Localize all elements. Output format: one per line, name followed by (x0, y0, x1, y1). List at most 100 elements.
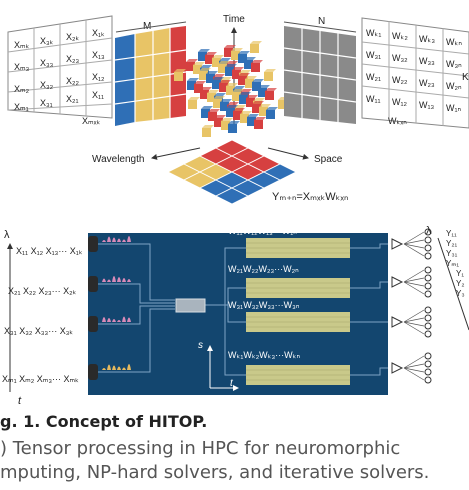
cube-cell-top (228, 121, 240, 124)
output-node (424, 314, 432, 322)
w-cell: Wₖₙ (446, 37, 462, 47)
w-cell: W₂ₙ (446, 81, 462, 91)
output-link (403, 243, 425, 249)
svg-text:Y₃: Y₃ (456, 289, 465, 298)
weight-modulators (246, 238, 350, 385)
spectral-pulse (117, 320, 121, 322)
output-link (403, 231, 425, 245)
cube-cell-top (224, 45, 236, 48)
output-link (403, 367, 425, 381)
w-cell: W₂₁ (366, 72, 381, 82)
cube-cell (212, 80, 221, 89)
spectral-pulse (102, 317, 106, 322)
output-labels-1: Y₁₁ Y₂₁ Y₃₁ Yₘ₁ (446, 229, 459, 268)
spectral-pulse (122, 367, 126, 370)
photodetector (391, 238, 404, 250)
cube-cell-top (219, 80, 231, 83)
cube-cell-top (193, 62, 205, 65)
w-cell: W₃₃ (419, 56, 435, 66)
cube-cell-top (219, 58, 231, 61)
m-bracket (115, 21, 187, 33)
t-label-left: t (18, 395, 22, 407)
cube-cell-top (187, 78, 199, 81)
output-node (424, 360, 432, 368)
x-cell: X₃₂ (40, 80, 54, 90)
laser-source (88, 276, 98, 292)
cube-cell-top (252, 101, 264, 104)
space-axis-label: Space (314, 154, 343, 165)
w-cell: W₁₁ (366, 94, 381, 104)
weight-row-3: W₃₁W₃₂W₃₃···W₃ₙ (228, 300, 300, 310)
cube-cell (238, 76, 247, 85)
cube-cell-top (233, 86, 245, 89)
spectral-pulse (112, 365, 116, 370)
output-node (424, 290, 432, 298)
cube-cell-top (220, 99, 232, 102)
w-gray-matrix (283, 26, 357, 124)
output-node (424, 368, 432, 376)
output-link (403, 309, 425, 323)
space-axis-arrow (267, 147, 309, 160)
cube-cell (225, 67, 234, 76)
cube-cell-top (233, 108, 245, 111)
lambda-label-left: λ (4, 229, 10, 241)
x-matrix (7, 15, 113, 119)
splitter (175, 298, 206, 313)
cube-cell-top (200, 65, 212, 68)
photodetector (391, 276, 404, 288)
cube-cell (214, 118, 223, 127)
cube-cell-top (246, 95, 258, 98)
cube-cell (239, 95, 248, 104)
cube-cell (193, 65, 202, 74)
x-cell: X₂₁ (66, 94, 79, 104)
cube-cell-top (188, 97, 200, 100)
cube-cell (254, 120, 263, 129)
cube-cell-top (208, 109, 220, 112)
y-output-matrix (167, 139, 297, 205)
cube-cell-top (202, 125, 214, 128)
output-link (403, 355, 425, 369)
cube-cell (233, 111, 242, 120)
cube-cell-top (214, 115, 226, 118)
cube-cell-top (213, 96, 225, 99)
cube-cell-top (245, 76, 257, 79)
w-cell: W₃ₙ (446, 59, 462, 69)
cube-cell (187, 81, 196, 90)
svg-text:Y₂: Y₂ (456, 279, 464, 288)
cube-cell (212, 58, 221, 67)
output-link (403, 321, 425, 335)
laser-source (88, 236, 98, 252)
time-axis-label: Time (223, 14, 245, 25)
spectral-pulse (127, 279, 131, 282)
cube-cell-top (207, 90, 219, 93)
figure-caption-line-2: mputing, NP-hard solvers, and iterative … (0, 462, 430, 483)
cube-cell-top (239, 70, 251, 73)
output-link (403, 363, 425, 369)
cube-cell-top (253, 98, 265, 101)
cube-cell-top (232, 89, 244, 92)
input-sources (88, 236, 131, 380)
output-link (403, 239, 425, 245)
m-color-matrix (114, 26, 187, 126)
output-node (424, 376, 432, 384)
wavelength-axis-arrow (151, 147, 201, 160)
svg-text:Yₘ₁: Yₘ₁ (446, 259, 459, 268)
output-node (424, 228, 432, 236)
svg-text:Y₁: Y₁ (456, 269, 464, 278)
cube-cell (246, 98, 255, 107)
k-label: K (462, 72, 469, 83)
w-cell: Wₖ₁ (366, 28, 381, 38)
cube-cell (252, 104, 261, 113)
spectral-pulse (117, 277, 121, 282)
weight-row-2: W₂₁W₂₂W₂₃···W₂ₙ (228, 264, 299, 274)
output-link (403, 243, 425, 257)
waveguides (96, 243, 388, 376)
spectral-pulse (122, 316, 126, 322)
output-link (403, 269, 425, 283)
cube-cell-top (240, 111, 252, 114)
w-cell: W₂₃ (419, 78, 435, 88)
photodetector (391, 362, 404, 374)
s-label: s (198, 340, 203, 351)
output-node (424, 322, 432, 330)
cube-cell (238, 54, 247, 63)
